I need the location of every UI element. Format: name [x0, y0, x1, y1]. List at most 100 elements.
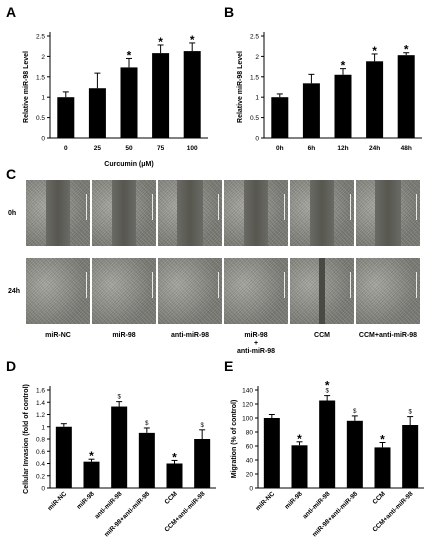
bar — [374, 447, 391, 488]
micrograph-image — [26, 180, 90, 246]
y-tick-label: 1 — [41, 424, 45, 431]
y-tick-label: 80 — [246, 430, 254, 437]
y-axis-label: Relative miR-98 Level — [237, 51, 244, 123]
micrograph-image — [290, 258, 354, 324]
scale-bar — [350, 272, 351, 298]
scale-bar — [218, 272, 219, 298]
scale-bar — [218, 194, 219, 220]
panel-label-d: D — [6, 358, 17, 374]
micrograph-column-label-line: anti-miR-98 — [170, 332, 210, 339]
micrograph-image — [290, 180, 354, 246]
micrograph-image — [224, 258, 288, 324]
x-tick-label: miR-NC — [46, 490, 68, 512]
y-tick-label: 0.2 — [36, 473, 45, 480]
y-tick-label: 1 — [41, 95, 45, 102]
significance-star: * — [172, 450, 177, 464]
significance-dollar: $ — [408, 410, 412, 416]
bar — [366, 61, 384, 138]
micrograph-row-label: 0h — [8, 210, 17, 217]
y-tick-label: 0 — [255, 136, 259, 143]
x-tick-label: 75 — [157, 145, 165, 152]
significance-dollar: $ — [353, 409, 357, 415]
scale-bar — [284, 194, 285, 220]
bar — [166, 463, 183, 488]
bar — [291, 445, 308, 488]
wound-healing-micrographs: 0h 24h miR-NC miR-98 anti-miR-98 miR-98 + anti-… — [0, 172, 430, 362]
significance-dollar: $ — [145, 421, 149, 427]
x-tick-label: CCM — [163, 490, 178, 505]
y-tick-label: 0 — [41, 486, 45, 493]
x-tick-label: miR-NC — [254, 490, 276, 512]
y-tick-label: 20 — [246, 472, 254, 479]
y-tick-label: 0.4 — [36, 461, 45, 468]
significance-dollar: $ — [117, 395, 121, 401]
chart-d-cellular-invasion: 0 0.2 0.4 0.6 0.8 1 1.2 1.4 1.6 Cellular Invasion… — [23, 384, 216, 538]
bar — [88, 88, 106, 138]
bar — [263, 418, 280, 488]
bar — [194, 439, 211, 488]
micrograph-image — [356, 180, 420, 246]
bar — [55, 426, 72, 488]
micrograph-column-label: miR-NC — [26, 332, 90, 340]
y-tick-label: 2 — [41, 54, 45, 61]
x-tick-label: 12h — [337, 145, 348, 152]
bar — [138, 432, 155, 488]
micrograph-column-label: CCM — [290, 332, 354, 340]
chart-a-curcumin-dose: 0 0.5 1 1.5 2 2.5 Relative miR-98 Level 0 25 * 50 *… — [23, 32, 208, 168]
micrograph-column-label: miR-98 + anti-miR-98 — [224, 332, 288, 356]
micrograph-image — [224, 180, 288, 246]
bar — [111, 406, 128, 488]
micrograph-image — [26, 258, 90, 324]
panel-label-a: A — [6, 4, 17, 20]
scale-bar — [152, 194, 153, 220]
bar — [397, 55, 415, 139]
wound-gap — [375, 180, 401, 246]
y-tick-label: 2.5 — [36, 34, 45, 41]
panel-label-b: B — [224, 4, 235, 20]
micrograph-column-label: anti-miR-98 — [158, 332, 222, 340]
scale-bar — [86, 272, 87, 298]
micrograph-image — [158, 258, 222, 324]
y-tick-label: 0 — [41, 136, 45, 143]
x-tick-label: 48h — [401, 145, 412, 152]
y-tick-label: 1.2 — [36, 412, 45, 419]
y-tick-label: 1.6 — [36, 388, 45, 395]
wound-gap — [45, 180, 71, 246]
bar — [302, 83, 320, 138]
y-tick-label: 1.5 — [36, 74, 45, 81]
x-axis-label: Curcumin (μM) — [104, 161, 153, 168]
significance-star: * — [325, 379, 330, 393]
bar — [152, 53, 170, 138]
chart-b-time-course: 0 0.5 1 1.5 2 2.5 Relative miR-98 Level 0h 6h * 12… — [237, 32, 422, 152]
y-tick-label: 1.5 — [250, 74, 259, 81]
bar — [83, 461, 100, 488]
y-tick-label: 0.5 — [36, 115, 45, 122]
scale-bar — [284, 272, 285, 298]
x-tick-label: 0 — [64, 145, 68, 152]
micrograph-column-label-line: + — [253, 340, 259, 347]
panel-label-c: C — [6, 166, 17, 182]
significance-star: * — [404, 43, 409, 57]
scale-bar — [416, 194, 417, 220]
chart-e-migration: 0 20 40 60 80 100 120 140 Migration (% of contro… — [231, 379, 424, 538]
x-tick-label: 100 — [187, 145, 198, 152]
micrograph-image — [356, 258, 420, 324]
y-tick-label: 40 — [246, 458, 254, 465]
bar — [271, 97, 289, 138]
scale-bar — [416, 272, 417, 298]
scale-bar — [152, 272, 153, 298]
scale-bar — [350, 194, 351, 220]
x-tick-label: 50 — [125, 145, 133, 152]
significance-dollar: $ — [325, 389, 329, 395]
x-tick-label: anti-miR-98 — [302, 490, 332, 520]
y-tick-label: 2 — [255, 54, 259, 61]
x-tick-label: 25 — [94, 145, 102, 152]
significance-star: * — [127, 48, 132, 62]
micrograph-image — [158, 180, 222, 246]
bar — [346, 420, 363, 488]
x-tick-label: anti-miR-98 — [94, 490, 124, 520]
bar — [57, 97, 75, 138]
y-tick-label: 120 — [242, 402, 253, 409]
significance-star: * — [372, 44, 377, 58]
x-tick-label: 0h — [276, 145, 284, 152]
